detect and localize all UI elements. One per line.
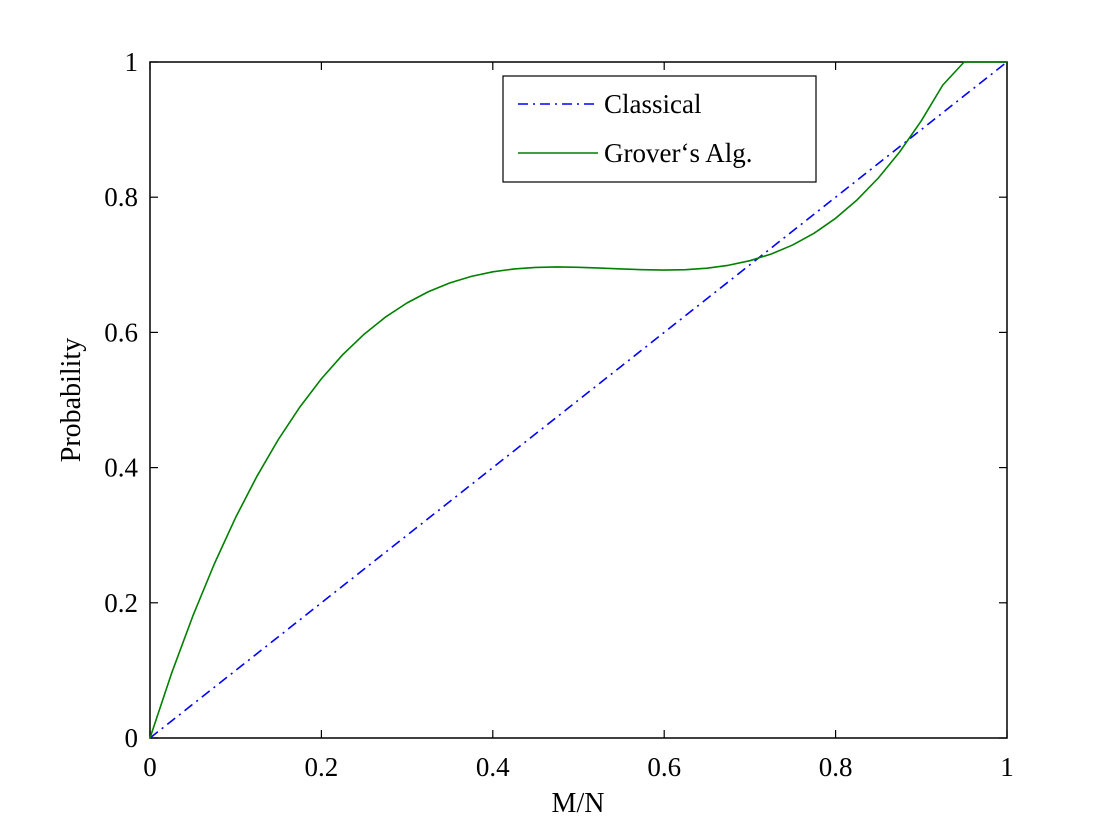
y-tick-label: 1 bbox=[125, 47, 139, 77]
series-line-classical bbox=[149, 61, 1008, 739]
x-tick-label: 0.4 bbox=[476, 752, 510, 782]
y-tick-label: 0 bbox=[125, 723, 139, 753]
x-tick-label: 0 bbox=[143, 752, 157, 782]
x-axis-label: M/N bbox=[552, 788, 605, 819]
series-layer bbox=[149, 61, 1008, 739]
x-tick-label: 1 bbox=[1000, 752, 1014, 782]
x-tick-label: 0.8 bbox=[819, 752, 853, 782]
y-axis-ticks: 0 0.2 0.4 0.6 0.8 1 bbox=[104, 47, 1007, 753]
y-tick-label: 0.8 bbox=[104, 182, 138, 212]
y-tick-label: 0.6 bbox=[104, 317, 138, 347]
legend-label-grovers-alg: Grover‘s Alg. bbox=[604, 138, 752, 168]
x-tick-label: 0.6 bbox=[647, 752, 681, 782]
legend-label-classical: Classical bbox=[604, 89, 701, 119]
x-tick-label: 0.2 bbox=[305, 752, 339, 782]
series-line-grovers-alg bbox=[149, 61, 1007, 739]
y-axis-label: Probability bbox=[56, 338, 87, 462]
plot-frame bbox=[149, 61, 1008, 739]
y-tick-label: 0.4 bbox=[104, 453, 138, 483]
x-axis-ticks: 0 0.2 0.4 0.6 0.8 1 bbox=[143, 62, 1014, 782]
legend-box bbox=[502, 75, 817, 183]
y-tick-label: 0.2 bbox=[104, 588, 138, 618]
legend: Classical Grover‘s Alg. bbox=[502, 75, 817, 183]
plot-area bbox=[149, 61, 1008, 739]
